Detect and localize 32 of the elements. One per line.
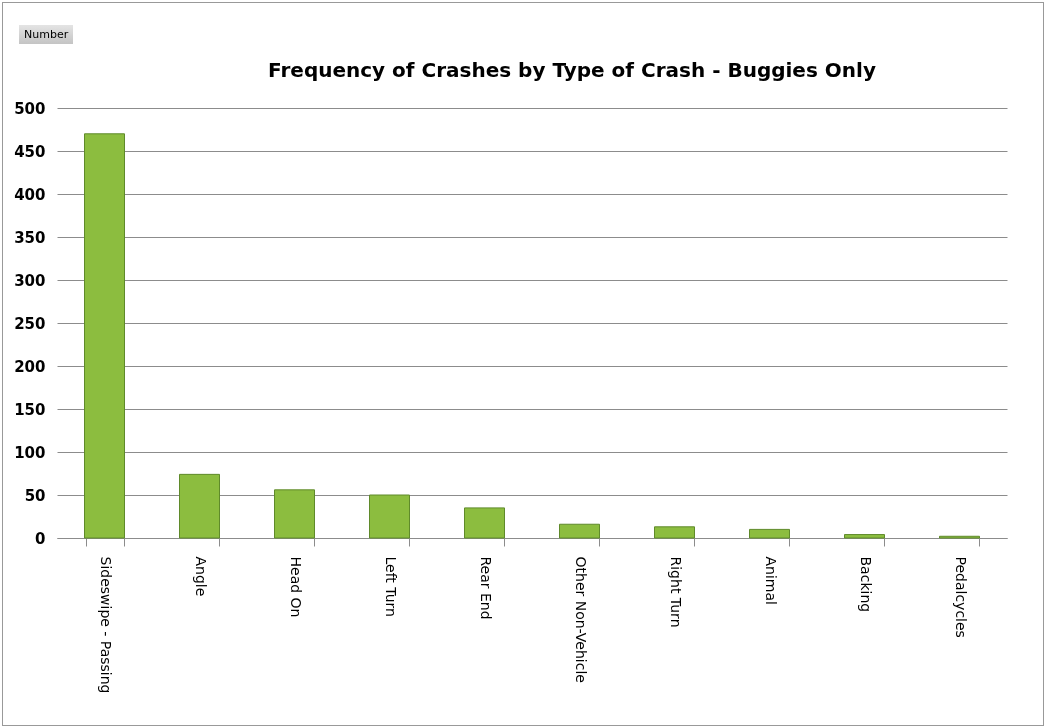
bar [179, 473, 220, 539]
y-tick-label: 500 [14, 99, 46, 118]
x-tick-label: Other Non-Vehicle [573, 556, 589, 683]
y-tick-label: 350 [14, 228, 46, 247]
bar [559, 523, 600, 539]
y-tick-label: 100 [14, 443, 46, 462]
y-tick-label: 150 [14, 400, 46, 419]
y-tick-label: 400 [14, 185, 46, 204]
y-tick-label: 300 [14, 271, 46, 290]
x-tick-label: Pedalcycles [953, 556, 969, 638]
chart-title: Frequency of Crashes by Type of Crash - Buggies Only [268, 58, 876, 82]
x-tick-label: Head On [288, 556, 304, 618]
x-tick-label: Animal [763, 556, 779, 605]
y-tick-label: 200 [14, 357, 46, 376]
bar [464, 507, 505, 539]
y-tick-label: 450 [14, 142, 46, 161]
bar [844, 534, 885, 539]
x-tick-label: Backing [858, 556, 874, 613]
x-tick-label: Right Turn [668, 556, 684, 628]
bar [654, 526, 695, 539]
x-tick-label: Sideswipe - Passing [98, 556, 114, 694]
bar [749, 528, 790, 539]
x-tick-label: Left Turn [383, 556, 399, 617]
bar [84, 133, 125, 539]
text: Number [19, 25, 74, 44]
x-tick-label: Rear End [478, 556, 494, 620]
y-tick-label: 50 [24, 486, 46, 505]
y-tick-label: 250 [14, 314, 46, 333]
bar [369, 494, 410, 539]
x-tick-label: Angle [193, 556, 209, 597]
bar [274, 489, 315, 539]
y-tick-label: 0 [35, 529, 46, 548]
